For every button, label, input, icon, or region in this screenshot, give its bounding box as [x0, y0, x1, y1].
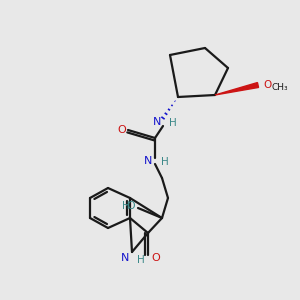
Text: N: N [153, 117, 161, 127]
Text: H: H [122, 201, 130, 211]
Text: H: H [169, 118, 177, 128]
Text: H: H [137, 255, 145, 265]
Text: CH₃: CH₃ [272, 82, 289, 91]
Text: O: O [263, 80, 271, 90]
Text: N: N [121, 253, 129, 263]
Text: ·O: ·O [125, 201, 137, 211]
Text: O: O [118, 125, 126, 135]
Text: N: N [144, 156, 152, 166]
Polygon shape [215, 82, 259, 95]
Text: H: H [161, 157, 169, 167]
Text: O: O [152, 253, 160, 263]
